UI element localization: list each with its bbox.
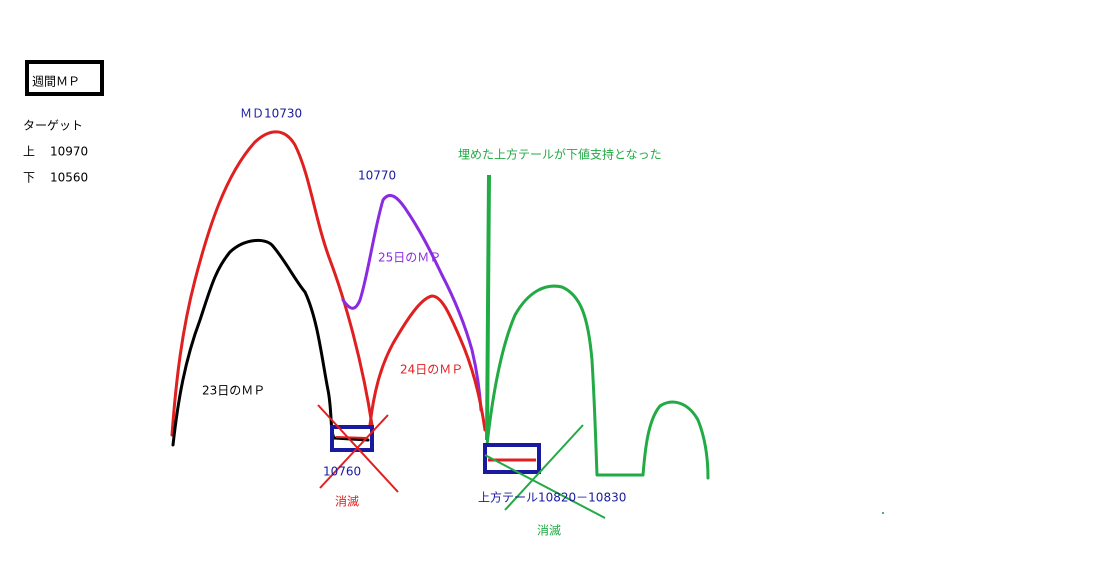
tail-label: 上方テール10820－10830 xyxy=(478,490,626,505)
vanished-label: 消滅 xyxy=(335,495,359,509)
level-box xyxy=(330,425,374,452)
vanished-label: 消滅 xyxy=(537,524,561,538)
red-curve-24 xyxy=(368,294,487,432)
cross-line xyxy=(504,424,584,511)
green-vertical xyxy=(485,174,491,441)
upper-label: 上 xyxy=(23,145,35,159)
mp23-label: 23日のＭＰ xyxy=(202,384,265,398)
peak-label: 10770 xyxy=(358,169,396,183)
cross-line xyxy=(484,454,606,519)
black-curve xyxy=(171,238,370,447)
lower-value: 10560 xyxy=(50,171,88,185)
weekly-mp-box xyxy=(25,60,104,96)
support-note: 埋めた上方テールが下値支持となった xyxy=(458,147,662,162)
purple-curve xyxy=(341,194,483,412)
mp24-label: 24日のＭＰ xyxy=(400,363,463,377)
dot xyxy=(882,512,884,514)
target-title: ターゲット xyxy=(23,119,83,133)
level-line xyxy=(335,436,369,439)
level-label: 10760 xyxy=(323,465,361,479)
green-curve xyxy=(485,284,710,480)
weekly-mp-label: 週間ＭＰ xyxy=(32,75,80,89)
upper-value: 10970 xyxy=(50,145,88,159)
tail-box xyxy=(483,443,541,474)
mp25-label: 25日のＭＰ xyxy=(378,251,441,265)
cross-line xyxy=(319,414,389,489)
red-curve xyxy=(170,130,374,437)
lower-label: 下 xyxy=(23,171,35,185)
md-label: ＭＤ10730 xyxy=(240,107,302,121)
